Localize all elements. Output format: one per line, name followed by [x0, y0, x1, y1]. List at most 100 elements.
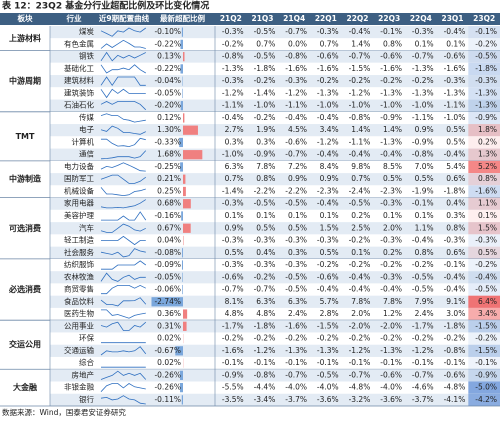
quarter-value: -1.0%: [254, 101, 276, 110]
quarter-value: -0.3%: [317, 236, 339, 245]
quarter-value: -0.5%: [285, 285, 307, 294]
industry-cell: 环保: [79, 334, 94, 343]
header-cell: 21Q2: [220, 14, 242, 23]
latest-value: 0.21%: [157, 174, 181, 183]
quarter-value: 5.4%: [446, 162, 465, 171]
group-name: 交运公用: [9, 339, 41, 349]
quarter-value: -4.6%: [412, 383, 434, 392]
latest-value: -0.25%: [154, 162, 181, 171]
quarter-value: -1.3%: [475, 101, 497, 110]
quarter-value: -1.3%: [380, 137, 402, 146]
quarter-value: -4.0%: [285, 383, 307, 392]
quarter-value: -2.3%: [380, 186, 402, 195]
latest-value: -0.09%: [154, 260, 181, 269]
industry-cell: 钢铁: [79, 51, 94, 61]
quarter-value: 0.8%: [478, 174, 497, 183]
industry-cell: 医药生物: [64, 308, 94, 318]
latest-bar: [182, 89, 183, 98]
quarter-value: -1.1%: [444, 101, 466, 110]
quarter-value: -0.3%: [285, 76, 307, 85]
quarter-value: -1.8%: [254, 64, 276, 73]
quarter-value: -0.2%: [380, 76, 402, 85]
header-cell: 21Q4: [283, 14, 305, 23]
quarter-value: -0.2%: [349, 236, 371, 245]
quarter-value: 1.1%: [478, 199, 497, 208]
industry-cell: 社会服务: [64, 247, 94, 257]
quarter-value: -3.4%: [254, 395, 276, 404]
industry-cell: 农林牧渔: [64, 271, 94, 281]
quarter-value: -0.2%: [380, 260, 402, 269]
quarter-value: -0.4%: [475, 272, 497, 281]
quarter-value: -0.1%: [444, 260, 466, 269]
quarter-value: -1.2%: [285, 88, 307, 97]
quarter-value: 7.8%: [383, 297, 402, 306]
quarter-value: -0.7%: [412, 370, 434, 379]
quarter-value: -1.8%: [444, 321, 466, 330]
quarter-value: -1.2%: [349, 346, 371, 355]
quarter-value: -0.5%: [285, 272, 307, 281]
quarter-value: -0.4%: [349, 272, 371, 281]
quarter-value: -1.3%: [444, 88, 466, 97]
quarter-value: 2.4%: [415, 309, 434, 318]
quarter-value: -0.3%: [444, 76, 466, 85]
quarter-value: -2.3%: [317, 186, 339, 195]
latest-value: -0.26%: [154, 370, 181, 379]
quarter-value: -3.6%: [317, 395, 339, 404]
quarter-value: -1.1%: [285, 101, 307, 110]
quarter-value: -0.3%: [222, 260, 244, 269]
latest-value: -0.06%: [154, 285, 181, 294]
quarter-value: -0.2%: [412, 76, 434, 85]
quarter-value: -0.3%: [254, 260, 276, 269]
quarter-value: -0.2%: [285, 334, 307, 343]
quarter-value: -0.3%: [412, 27, 434, 36]
quarter-value: -1.2%: [349, 88, 371, 97]
quarter-value: 6.3%: [225, 162, 244, 171]
quarter-value: 4.5%: [288, 125, 307, 134]
industry-cell: 综合: [79, 357, 94, 367]
quarter-value: -0.2%: [254, 113, 276, 122]
quarter-value: -0.3%: [380, 272, 402, 281]
quarter-value: 0.5%: [478, 248, 497, 257]
industry-cell: 建筑装饰: [64, 87, 94, 97]
quarter-value: -3.6%: [380, 395, 402, 404]
quarter-value: 6.3%: [256, 297, 275, 306]
quarter-value: 1.9%: [256, 125, 275, 134]
latest-bar: [183, 224, 191, 233]
header-cell: 22Q4: [410, 14, 432, 23]
quarter-value: -0.2%: [317, 76, 339, 85]
quarter-value: -5.5%: [222, 383, 244, 392]
quarter-value: -0.3%: [475, 236, 497, 245]
group-name: TMT: [16, 132, 35, 141]
latest-value: 0.36%: [157, 309, 181, 318]
quarter-value: -1.6%: [380, 64, 402, 73]
latest-bar: [182, 285, 183, 294]
latest-value: -2.74%: [154, 297, 181, 306]
quarter-value: -0.6%: [444, 370, 466, 379]
latest-value: 0.12%: [157, 113, 181, 122]
quarter-value: -0.1%: [349, 358, 371, 367]
quarter-value: -1.1%: [222, 101, 244, 110]
quarter-value: 0.2%: [383, 248, 402, 257]
quarter-value: -0.9%: [475, 370, 497, 379]
latest-value: -0.04%: [154, 76, 181, 85]
quarter-value: 4.8%: [256, 309, 275, 318]
quarter-value: 6.4%: [478, 297, 497, 306]
quarter-value: 0.1%: [415, 211, 434, 220]
quarter-value: 0.5%: [383, 174, 402, 183]
quarter-value: 0.8%: [446, 223, 465, 232]
quarter-value: -0.4%: [349, 285, 371, 294]
quarter-value: -1.8%: [254, 321, 276, 330]
quarter-value: -0.7%: [285, 150, 307, 159]
latest-value: -0.10%: [154, 27, 181, 36]
quarter-value: 0.5%: [320, 248, 339, 257]
quarter-value: 8.1%: [225, 297, 244, 306]
quarter-value: 0.1%: [478, 211, 497, 220]
latest-value: -0.22%: [154, 64, 181, 73]
quarter-value: 0.5%: [256, 223, 275, 232]
quarter-value: 1.4%: [351, 39, 370, 48]
quarter-value: 0.8%: [383, 39, 402, 48]
quarter-value: -2.0%: [349, 321, 371, 330]
quarter-value: 1.2%: [383, 309, 402, 318]
header-cell: 板块: [18, 13, 33, 23]
latest-bar: [183, 150, 202, 159]
